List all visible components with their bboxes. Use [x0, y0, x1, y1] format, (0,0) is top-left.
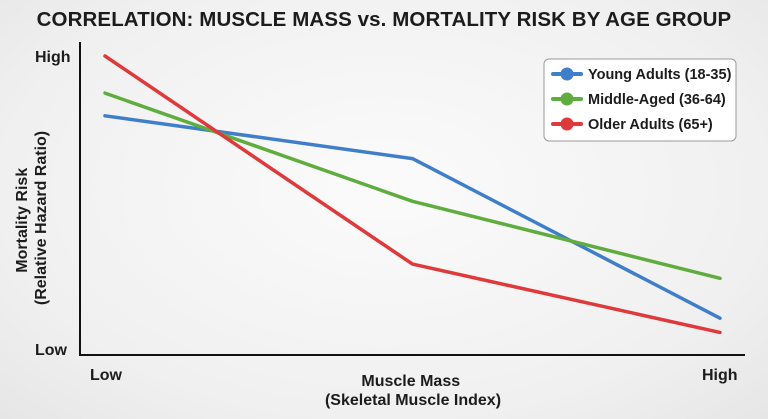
legend-marker-1 [560, 92, 574, 106]
y-tick-label-high: High [35, 49, 71, 66]
y-axis-title: Mortality Risk (Relative Hazard Ratio) [14, 131, 50, 305]
legend-label-2: Older Adults (65+) [588, 117, 713, 133]
legend: Young Adults (18-35) Middle-Aged (36-64) O… [543, 58, 737, 142]
legend-marker-0 [560, 67, 574, 81]
legend-label-0: Young Adults (18-35) [588, 67, 732, 83]
series-line-1 [103, 91, 722, 281]
series-lines [103, 54, 722, 335]
x-axis-title-line1: Muscle Mass [361, 373, 460, 390]
legend-box [543, 58, 737, 142]
x-axis-title-line2: (Skeletal Muscle Index) [325, 392, 501, 409]
series-line-2 [103, 54, 722, 335]
y-tick-label-low: Low [35, 342, 68, 359]
x-tick-label-low: Low [90, 367, 123, 384]
x-axis-title: Muscle Mass (Skeletal Muscle Index) [325, 373, 501, 409]
y-axis-title-line1: Mortality Risk [14, 168, 31, 273]
series-line-0 [103, 114, 722, 320]
chart-title: CORRELATION: MUSCLE MASS vs. MORTALITY R… [36, 8, 732, 31]
legend-marker-2 [560, 117, 574, 131]
x-tick-label-high: High [702, 367, 738, 384]
legend-label-1: Middle-Aged (36-64) [588, 92, 726, 108]
y-axis-title-line2: (Relative Hazard Ratio) [33, 131, 50, 305]
